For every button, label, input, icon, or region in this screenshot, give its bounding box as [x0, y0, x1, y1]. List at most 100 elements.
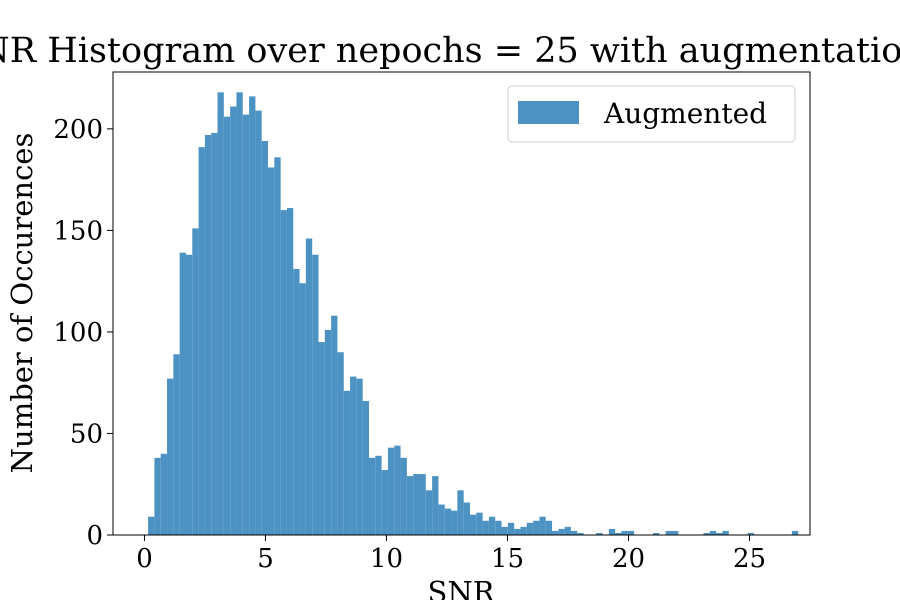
histogram-bar — [280, 210, 287, 536]
histogram-bar — [488, 516, 496, 535]
histogram-bar — [230, 106, 237, 536]
histogram-bar — [406, 476, 414, 535]
histogram-bar — [716, 532, 723, 535]
histogram-bar — [400, 457, 407, 535]
histogram-bar — [286, 208, 294, 536]
histogram-bar — [362, 400, 370, 535]
histogram-bar — [552, 530, 559, 535]
histogram-bar — [444, 508, 452, 535]
y-tick-label: 50 — [70, 419, 103, 449]
x-tick-label: 15 — [491, 544, 524, 574]
histogram-bar — [337, 352, 344, 535]
histogram-bar — [318, 342, 325, 535]
histogram-bar — [533, 520, 540, 535]
histogram-bar — [192, 228, 199, 536]
histogram-bar — [457, 490, 464, 535]
legend: Augmented — [507, 85, 796, 143]
histogram-bar — [514, 528, 521, 535]
histogram-bar — [539, 516, 546, 535]
histogram-bar — [653, 532, 660, 535]
histogram-bar — [558, 528, 565, 535]
histogram-bar — [198, 147, 205, 535]
histogram-bar — [425, 490, 433, 535]
histogram-bar — [665, 530, 672, 535]
x-tick-label: 25 — [733, 544, 766, 574]
histogram-bar — [495, 520, 502, 535]
x-tick-label: 0 — [136, 544, 153, 574]
histogram-bar — [469, 514, 477, 535]
legend-swatch — [518, 101, 579, 124]
histogram-bar — [375, 455, 382, 535]
chart-title: SNR Histogram over nepochs = 25 with aug… — [0, 31, 900, 71]
y-tick-label: 200 — [53, 115, 103, 145]
histogram-bar — [703, 532, 710, 535]
histogram-bar — [242, 114, 250, 535]
histogram-bar — [501, 526, 508, 535]
y-axis-ticks: 0 50 100 150 200 — [53, 115, 113, 551]
histogram-bar — [305, 238, 313, 535]
histogram-bar — [268, 167, 275, 535]
histogram-bar — [255, 110, 262, 535]
histogram-bar — [791, 530, 799, 535]
histogram-bar — [722, 530, 729, 535]
histogram-bar — [312, 254, 319, 535]
histogram-bar — [671, 530, 679, 535]
histogram-bar — [293, 268, 300, 535]
x-tick-label: 20 — [612, 544, 645, 574]
histogram-bar — [387, 447, 395, 535]
histogram-bar — [217, 92, 224, 536]
histogram-bar — [747, 532, 755, 535]
histogram-bar — [167, 378, 174, 535]
histogram-bar — [615, 532, 622, 535]
histogram-bar — [507, 522, 515, 535]
histogram-bar — [185, 254, 193, 535]
histogram-bar — [709, 530, 717, 535]
histogram-bar — [451, 510, 458, 535]
histogram-bar — [608, 528, 616, 535]
histogram-bar — [545, 520, 553, 535]
histogram-bar — [356, 378, 363, 535]
histogram-bar — [223, 116, 231, 535]
histogram-bar — [261, 141, 269, 535]
histogram-bar — [463, 502, 470, 535]
legend-label: Augmented — [603, 97, 767, 130]
histogram-bar — [369, 457, 376, 535]
histogram-bar — [299, 283, 306, 535]
x-tick-label: 10 — [370, 544, 403, 574]
histogram-bar — [179, 252, 186, 535]
histogram-bar — [324, 329, 332, 535]
histogram-bar — [249, 96, 256, 536]
histogram-bar — [627, 530, 635, 535]
histogram-bar — [204, 134, 212, 535]
histogram-bar — [621, 530, 628, 535]
histogram-bar — [381, 470, 388, 535]
y-tick-label: 150 — [53, 216, 103, 246]
histogram-bar — [526, 522, 534, 535]
y-tick-label: 100 — [53, 318, 103, 348]
histogram-bar — [520, 526, 527, 535]
y-axis-label: Number of Occurences — [5, 133, 39, 474]
histogram-bar — [482, 520, 489, 535]
histogram-bar — [564, 526, 571, 535]
histogram-bar — [211, 132, 218, 535]
x-axis-ticks: 0 5 10 15 20 25 — [136, 535, 766, 574]
histogram-bar — [148, 516, 155, 535]
histogram-bar — [173, 354, 180, 535]
histogram-bar — [413, 474, 420, 535]
histogram-bars — [148, 92, 799, 536]
histogram-bar — [343, 390, 351, 535]
histogram-bar — [350, 376, 357, 535]
histogram-bar — [236, 92, 243, 536]
histogram-bar — [432, 476, 439, 535]
histogram-bar — [476, 512, 483, 535]
histogram-bar — [331, 315, 338, 535]
histogram-bar — [394, 445, 401, 535]
x-tick-label: 5 — [257, 544, 274, 574]
plot-frame — [112, 71, 811, 536]
histogram-bar — [419, 474, 426, 535]
y-tick-label: 0 — [86, 521, 103, 551]
histogram-bar — [438, 504, 445, 535]
histogram-bar — [154, 457, 161, 535]
histogram-bar — [596, 532, 603, 535]
